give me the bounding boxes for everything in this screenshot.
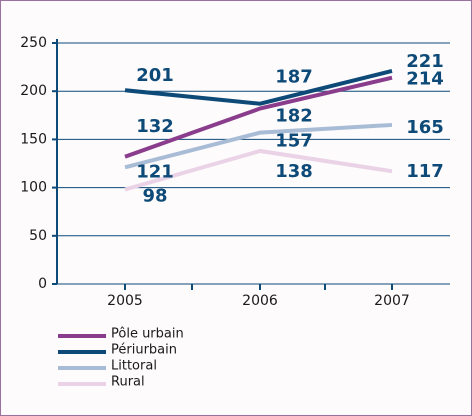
line xyxy=(124,69,393,106)
data-label: 165 xyxy=(406,117,444,138)
legend-label: Littoral xyxy=(111,359,157,374)
data-label: 138 xyxy=(275,161,313,182)
line xyxy=(124,122,393,170)
data-label: 117 xyxy=(406,161,444,182)
data-label: 98 xyxy=(142,186,167,207)
data-label: 132 xyxy=(136,116,174,137)
y-tick-label: 250 xyxy=(20,35,47,51)
legend-label: Rural xyxy=(111,375,145,390)
data-label: 121 xyxy=(136,161,174,182)
y-tick-label: 50 xyxy=(29,228,47,244)
x-tick-label: 2007 xyxy=(374,293,410,309)
legend-label: Périurbain xyxy=(111,343,177,358)
y-tick-label: 150 xyxy=(20,131,47,147)
data-label: 157 xyxy=(275,131,313,152)
y-tick-label: 200 xyxy=(20,83,47,99)
legend-label: Pôle urbain xyxy=(111,327,184,342)
line xyxy=(124,75,393,159)
data-label: 187 xyxy=(275,67,313,88)
y-tick-label: 100 xyxy=(20,180,47,196)
y-tick-label: 0 xyxy=(38,276,47,292)
x-tick-label: 2006 xyxy=(242,293,278,309)
data-label: 221 xyxy=(406,51,444,72)
data-label: 182 xyxy=(275,106,313,127)
data-label: 214 xyxy=(406,69,444,90)
line xyxy=(124,148,393,192)
data-label: 201 xyxy=(136,65,174,86)
x-tick-label: 2005 xyxy=(107,293,143,309)
